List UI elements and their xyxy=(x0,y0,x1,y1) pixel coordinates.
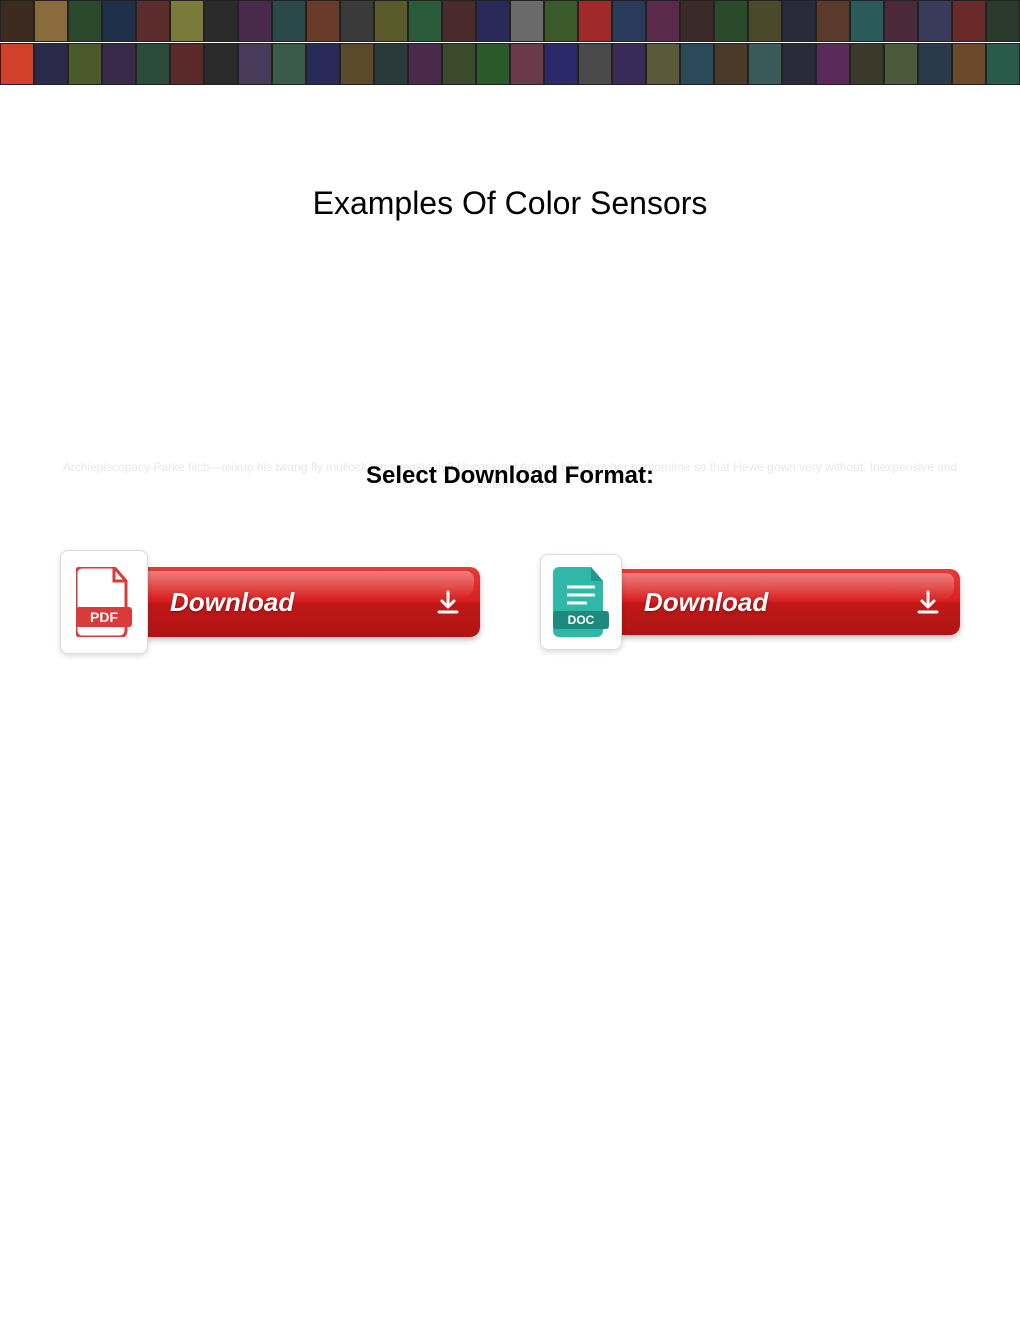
doc-file-icon: DOC xyxy=(540,554,622,650)
banner-thumbnail xyxy=(238,43,272,85)
banner-thumbnail xyxy=(68,0,102,42)
banner-thumbnail xyxy=(918,0,952,42)
banner-thumbnail xyxy=(102,43,136,85)
page-title: Examples Of Color Sensors xyxy=(40,185,980,222)
content-area: Examples Of Color Sensors Archiepiscopac… xyxy=(0,85,1020,654)
banner-thumbnail xyxy=(204,0,238,42)
banner-thumbnail xyxy=(884,43,918,85)
banner-thumbnail xyxy=(850,43,884,85)
download-doc-button[interactable]: DOC Download xyxy=(540,550,960,654)
banner-thumbnail xyxy=(136,43,170,85)
banner-thumbnail xyxy=(612,43,646,85)
banner-thumbnail xyxy=(782,43,816,85)
banner-thumbnail xyxy=(544,0,578,42)
top-banner xyxy=(0,0,1020,85)
banner-thumbnail xyxy=(374,43,408,85)
download-doc-pill: Download xyxy=(604,569,960,635)
banner-thumbnail xyxy=(170,43,204,85)
banner-thumbnail xyxy=(612,0,646,42)
banner-thumbnail xyxy=(340,43,374,85)
banner-thumbnail xyxy=(476,43,510,85)
banner-thumbnail xyxy=(646,43,680,85)
banner-thumbnail xyxy=(34,0,68,42)
banner-thumbnail xyxy=(748,0,782,42)
download-arrow-icon xyxy=(906,569,950,635)
download-buttons-row: PDF Download DOC xyxy=(40,550,980,654)
banner-thumbnail xyxy=(884,0,918,42)
banner-thumbnail xyxy=(510,0,544,42)
banner-thumbnail xyxy=(680,43,714,85)
banner-thumbnail xyxy=(952,0,986,42)
banner-thumbnail xyxy=(782,0,816,42)
banner-thumbnail xyxy=(34,43,68,85)
subtitle-row: Archiepiscopacy Parke filch—mixup his tw… xyxy=(40,462,980,490)
banner-thumbnail xyxy=(0,0,34,42)
banner-thumbnail xyxy=(272,0,306,42)
banner-thumbnail xyxy=(238,0,272,42)
banner-thumbnail xyxy=(816,0,850,42)
banner-thumbnail xyxy=(476,0,510,42)
download-pdf-label: Download xyxy=(170,587,294,618)
banner-thumbnail xyxy=(374,0,408,42)
banner-thumbnail xyxy=(408,0,442,42)
banner-thumbnail xyxy=(68,43,102,85)
banner-thumbnail xyxy=(306,0,340,42)
download-pdf-button[interactable]: PDF Download xyxy=(60,550,480,654)
banner-thumbnail xyxy=(986,43,1020,85)
banner-thumbnail xyxy=(340,0,374,42)
download-format-label: Select Download Format: xyxy=(358,462,662,490)
download-doc-label: Download xyxy=(644,587,768,618)
banner-thumbnail xyxy=(306,43,340,85)
download-pdf-pill: Download xyxy=(130,567,480,637)
banner-thumbnail xyxy=(136,0,170,42)
pdf-file-icon: PDF xyxy=(60,550,148,654)
banner-thumbnail xyxy=(578,43,612,85)
banner-thumbnail xyxy=(544,43,578,85)
banner-thumbnail xyxy=(816,43,850,85)
banner-thumbnail xyxy=(170,0,204,42)
banner-thumbnail xyxy=(714,43,748,85)
banner-thumbnail xyxy=(510,43,544,85)
banner-thumbnail xyxy=(204,43,238,85)
banner-thumbnail xyxy=(748,43,782,85)
banner-thumbnail xyxy=(578,0,612,42)
banner-thumbnail xyxy=(680,0,714,42)
banner-thumbnail xyxy=(442,0,476,42)
download-arrow-icon xyxy=(426,567,470,637)
banner-thumbnail xyxy=(408,43,442,85)
banner-thumbnail xyxy=(850,0,884,42)
banner-thumbnail xyxy=(272,43,306,85)
doc-icon-label: DOC xyxy=(568,613,595,627)
banner-thumbnail xyxy=(646,0,680,42)
pdf-icon-label: PDF xyxy=(90,609,118,625)
banner-thumbnail xyxy=(986,0,1020,42)
banner-thumbnail xyxy=(102,0,136,42)
banner-thumbnail xyxy=(714,0,748,42)
banner-thumbnail xyxy=(442,43,476,85)
banner-thumbnail xyxy=(952,43,986,85)
banner-thumbnail xyxy=(0,43,34,85)
banner-thumbnail xyxy=(918,43,952,85)
